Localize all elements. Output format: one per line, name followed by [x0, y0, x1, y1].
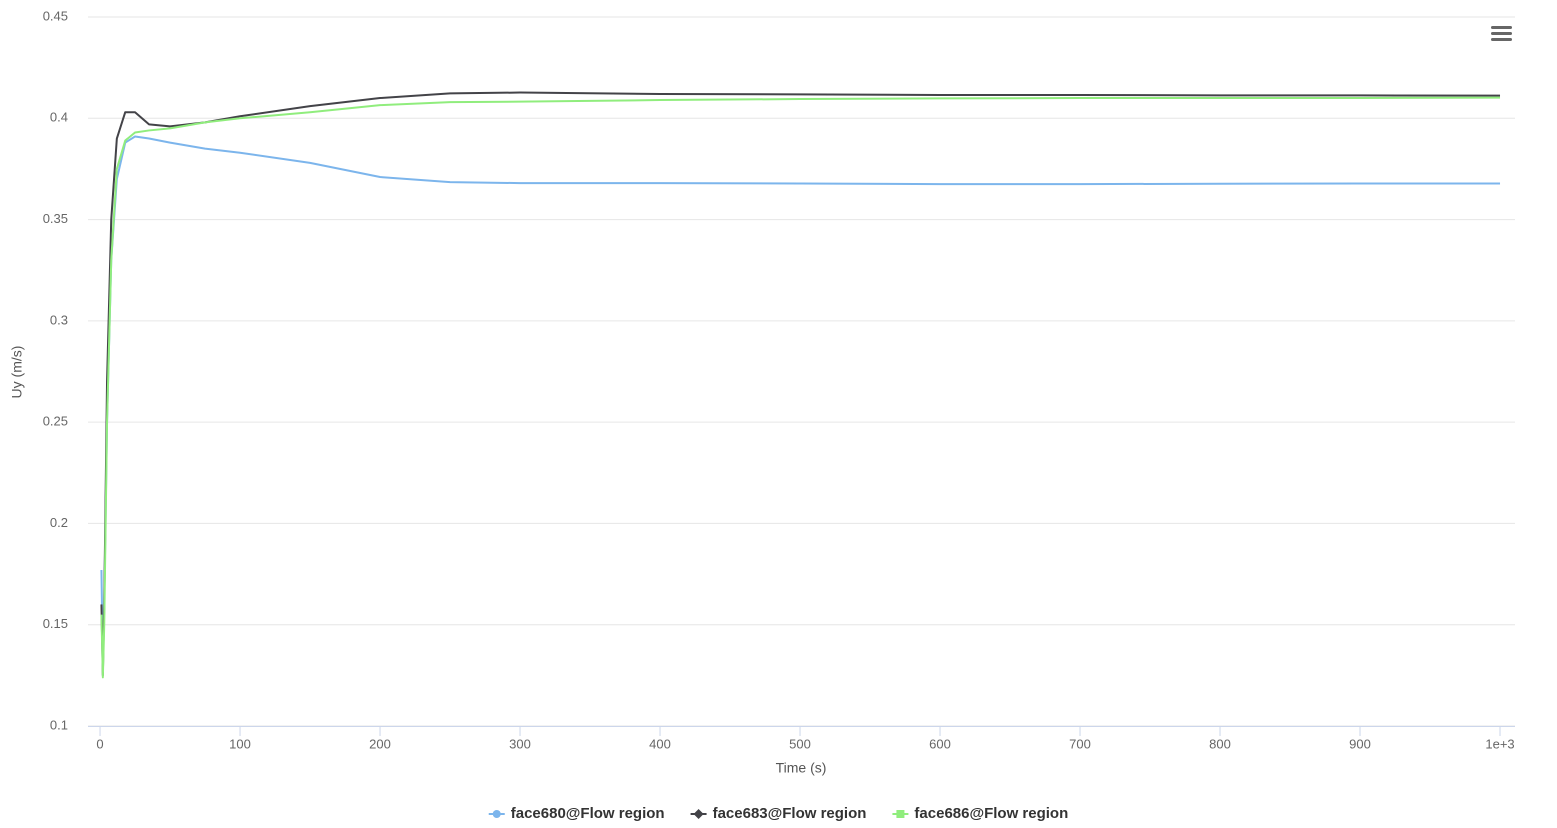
x-tick-label: 0 — [96, 736, 103, 751]
x-tick-label: 800 — [1209, 736, 1231, 751]
x-tick-label: 200 — [369, 736, 391, 751]
legend: face680@Flow region face683@Flow region fa… — [488, 805, 1068, 822]
x-tick-label: 300 — [509, 736, 531, 751]
series-line — [100, 96, 1501, 679]
x-tick-label: 600 — [929, 736, 951, 751]
menu-bar — [1491, 26, 1512, 29]
y-tick-label: 0.45 — [43, 8, 68, 23]
x-axis-title: Time (s) — [776, 760, 827, 776]
x-tick-label: 1e+3 — [1485, 736, 1514, 751]
legend-text: face686@Flow region — [914, 805, 1068, 822]
legend-item[interactable]: face680@Flow region — [488, 805, 665, 822]
legend-item[interactable]: face686@Flow region — [892, 805, 1068, 822]
legend-item[interactable]: face683@Flow region — [690, 805, 867, 822]
x-tick-label: 500 — [789, 736, 811, 751]
y-tick-label: 0.15 — [43, 616, 68, 631]
menu-bar — [1491, 32, 1512, 35]
menu-button[interactable] — [1486, 20, 1516, 46]
x-tick-label: 100 — [229, 736, 251, 751]
y-tick-label: 0.1 — [50, 717, 68, 732]
legend-marker — [693, 809, 704, 819]
legend-marker — [492, 810, 501, 818]
menu-bar — [1491, 38, 1512, 41]
series-line — [100, 135, 1501, 667]
y-tick-label: 0.3 — [50, 312, 68, 327]
x-tick-label: 700 — [1069, 736, 1091, 751]
legend-text: face683@Flow region — [713, 805, 867, 822]
y-tick-label: 0.35 — [43, 211, 68, 226]
series-line — [100, 91, 1501, 677]
legend-marker — [896, 810, 905, 818]
legend-text: face680@Flow region — [511, 805, 665, 822]
x-tick-label: 900 — [1349, 736, 1371, 751]
y-tick-label: 0.2 — [50, 515, 68, 530]
y-tick-label: 0.4 — [50, 110, 68, 125]
y-tick-label: 0.25 — [43, 414, 68, 429]
x-tick-label: 400 — [649, 736, 671, 751]
y-axis-title: Uy (m/s) — [9, 346, 25, 399]
